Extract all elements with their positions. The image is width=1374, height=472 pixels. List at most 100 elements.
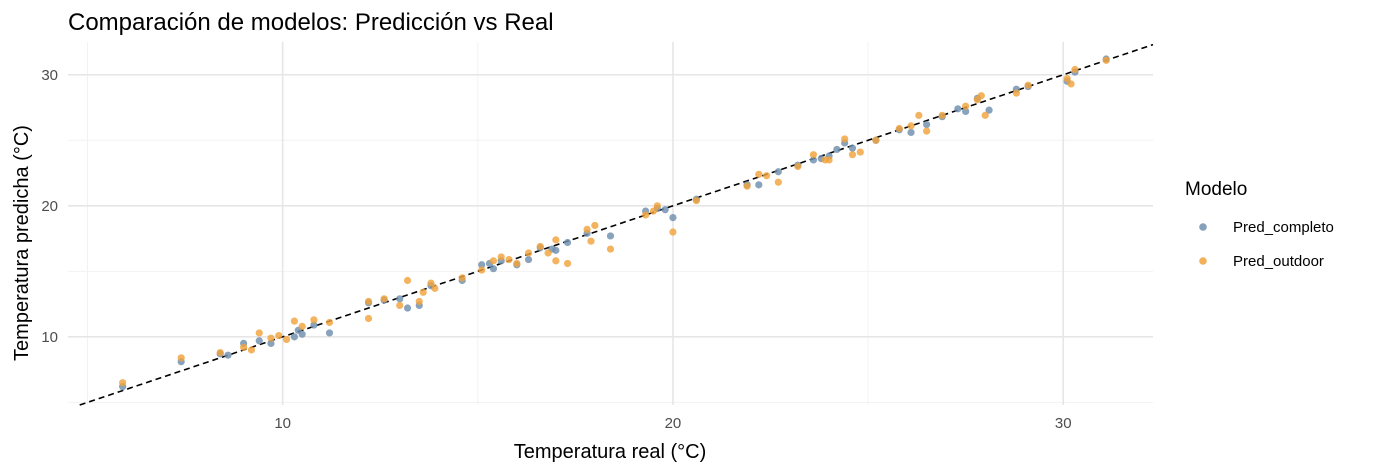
point-pred-outdoor-62 [505,255,513,264]
point-pred-completo-41 [923,120,931,129]
point-pred-outdoor-10 [325,318,334,327]
point-pred-outdoor-64 [763,172,771,180]
point-pred-outdoor-54 [1024,81,1032,89]
point-pred-outdoor-19 [478,266,486,274]
point-pred-completo-57 [954,105,962,113]
point-pred-outdoor-42 [848,151,857,159]
point-pred-outdoor-29 [591,221,599,230]
point-pred-outdoor-39 [809,151,818,159]
point-pred-outdoor-14 [396,301,404,310]
point-pred-outdoor-15 [403,276,412,285]
point-pred-outdoor-7 [290,317,298,325]
x-tick-label: 10 [274,415,291,432]
point-pred-outdoor-21 [497,253,505,261]
point-pred-completo-23 [563,238,572,247]
point-pred-outdoor-37 [774,178,782,186]
point-pred-outdoor-58 [1102,56,1110,64]
legend-label-pred-outdoor: Pred_outdoor [1233,253,1324,270]
point-pred-outdoor-32 [653,202,661,210]
y-tick-label: 10 [41,329,58,346]
point-pred-completo-45 [985,106,993,114]
point-pred-outdoor-44 [872,136,880,144]
point-pred-outdoor-56 [1067,80,1075,88]
point-pred-outdoor-20 [489,257,498,265]
point-pred-outdoor-26 [563,259,572,268]
point-pred-outdoor-49 [938,111,946,119]
legend-label-pred-completo: Pred_completo [1233,219,1334,236]
point-pred-outdoor-6 [275,331,283,340]
point-pred-completo-59 [661,206,669,214]
legend-items: Pred_completo Pred_outdoor [1199,219,1334,270]
reference-line-group [79,43,1154,406]
y-tick-label: 30 [41,67,58,84]
x-tick-label: 20 [665,415,682,432]
point-pred-completo-6 [290,333,298,341]
point-pred-outdoor-35 [743,182,751,190]
legend-title: Modelo [1185,179,1247,200]
point-pred-completo-25 [606,232,615,240]
point-pred-outdoor-38 [794,162,802,171]
point-pred-completo-31 [755,181,763,189]
point-pred-outdoor-41 [841,135,849,143]
point-pred-completo-16 [478,261,486,269]
legend: Modelo Pred_completo Pred_outdoor [1185,179,1334,270]
point-pred-completo-4 [255,337,263,345]
point-pred-outdoor-2 [216,348,224,357]
point-pred-outdoor-28 [583,225,591,233]
point-pred-outdoor-45 [895,124,903,133]
identity-reference-line [79,43,1154,406]
point-pred-completo-32 [774,168,782,176]
point-pred-outdoor-68 [431,284,439,292]
point-pred-outdoor-3 [240,343,248,351]
point-pred-outdoor-13 [380,295,388,303]
point-pred-completo-20 [524,255,533,264]
point-pred-outdoor-25 [552,257,560,265]
point-pred-outdoor-18 [458,274,466,282]
point-pred-outdoor-12 [364,297,373,306]
point-pred-completo-12 [403,304,412,312]
point-pred-outdoor-5 [267,334,275,342]
y-axis-title: Temperatura predicha (°C) [11,125,33,361]
point-pred-completo-5 [267,339,275,348]
point-pred-completo-8 [310,321,318,329]
x-tick-label: 30 [1055,415,1072,432]
x-axis-title: Temperatura real (°C) [514,441,707,463]
point-pred-completo-9 [325,329,334,337]
point-pred-outdoor-0 [119,379,127,387]
point-pred-outdoor-50 [962,102,970,110]
point-pred-outdoor-47 [915,111,923,119]
point-pred-completo-43 [962,107,970,116]
point-pred-outdoor-27 [552,236,560,244]
point-pred-completo-51 [224,351,232,359]
point-pred-outdoor-30 [606,245,615,253]
point-pred-outdoor-69 [649,207,658,215]
point-pred-completo-40 [907,128,915,137]
point-pred-outdoor-8 [298,322,306,330]
point-pred-outdoor-22 [513,259,521,268]
legend-key-pred-completo [1199,223,1207,231]
point-pred-outdoor-36 [755,170,763,178]
data-points [119,55,1110,391]
point-pred-outdoor-65 [821,156,829,164]
point-pred-outdoor-23 [524,249,533,257]
point-pred-outdoor-9 [310,316,318,324]
point-pred-completo-34 [809,156,818,164]
point-pred-outdoor-11 [364,314,373,323]
point-pred-outdoor-52 [981,111,989,119]
point-pred-outdoor-59 [247,346,256,354]
point-pred-outdoor-63 [544,249,552,257]
point-pred-outdoor-46 [907,122,915,130]
grid [68,42,1153,405]
point-pred-completo-53 [396,295,404,303]
point-pred-outdoor-34 [692,196,700,205]
point-pred-completo-37 [848,144,857,152]
point-pred-outdoor-53 [1012,89,1020,97]
point-pred-outdoor-4 [255,329,263,337]
point-pred-outdoor-61 [419,288,427,296]
chart-title: Comparación de modelos: Predicción vs Re… [68,9,554,36]
point-pred-completo-56 [833,145,841,154]
legend-key-pred-outdoor [1199,257,1207,265]
y-tick-label: 20 [41,198,58,215]
